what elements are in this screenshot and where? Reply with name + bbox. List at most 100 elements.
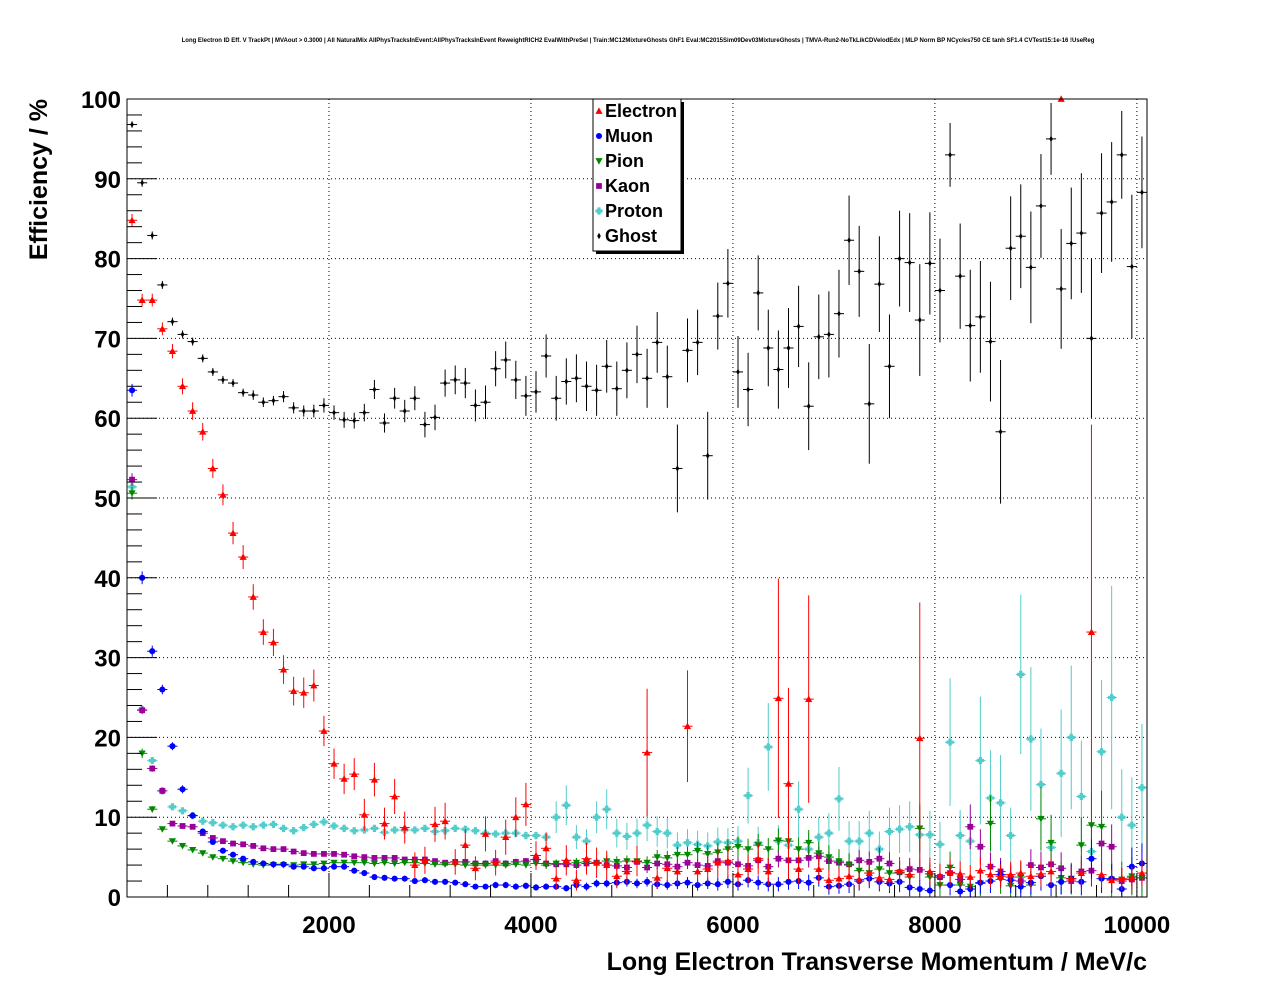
data-point-marker [1047,839,1055,847]
data-point [490,849,501,876]
data-point [389,778,400,815]
data-point [177,807,188,815]
data-point-marker [310,861,318,868]
data-point-marker [714,881,721,888]
data-point [308,865,319,872]
data-point [328,851,340,857]
data-point-marker [502,862,510,869]
data-point [1015,860,1026,886]
data-point [227,840,239,847]
y-tick-label: 10 [94,805,121,832]
data-point [914,602,925,874]
data-point [1046,857,1057,886]
data-point [1136,860,1147,886]
data-point-marker [340,775,348,782]
data-point [268,820,279,828]
data-point [389,860,400,868]
data-point [561,845,572,876]
data-point-marker [542,844,550,852]
data-point [712,847,723,878]
data-point [1116,110,1127,199]
data-point [1096,153,1107,273]
data-point-marker [352,417,357,424]
data-point [955,861,966,887]
data-point [591,801,602,834]
data-point-marker [281,393,286,400]
data-point [500,341,511,379]
data-point-marker [805,855,812,861]
data-point-marker [835,858,843,865]
data-point-marker [1128,874,1136,881]
data-point-marker [1087,628,1096,635]
data-point [955,810,966,862]
data-point-marker [522,831,530,840]
data-point [924,212,935,315]
data-point [1136,136,1147,249]
data-point-marker [966,873,974,880]
data-point [278,655,289,684]
data-point [743,767,754,824]
data-point-marker [724,857,732,864]
data-point [460,881,471,888]
data-point-marker [1077,842,1085,849]
data-point [642,856,653,870]
data-point [975,857,986,885]
data-point [147,231,158,240]
data-point-marker [199,428,207,435]
data-point-marker [300,863,307,870]
data-point [1015,184,1026,289]
data-point [995,754,1006,851]
data-point-marker [685,347,690,354]
data-point-marker [492,881,499,889]
data-point-marker [381,855,388,861]
data-point-marker [946,868,954,876]
data-point-marker [320,818,328,826]
data-point-marker [794,846,803,853]
data-point [793,854,804,884]
data-point-marker [1138,784,1146,792]
data-point-marker [502,833,510,841]
data-point-marker [442,878,449,885]
data-point-marker [774,837,782,844]
data-point [803,874,814,891]
data-point-marker [301,407,306,415]
data-point-marker [805,695,813,702]
data-point-marker [1069,240,1074,247]
data-point-marker [786,344,791,352]
data-point-marker [683,839,692,847]
data-point [379,855,390,861]
data-point [1005,196,1016,301]
data-point [288,848,299,855]
data-point-marker [946,738,954,746]
data-point [541,832,552,865]
data-point-marker [875,874,883,881]
data-point-marker [300,823,308,832]
data-point [217,855,228,863]
data-point [328,863,340,870]
data-point-marker [139,707,146,714]
data-point-marker [1077,869,1085,876]
data-point-marker [421,856,429,864]
data-point [702,855,713,883]
data-point-marker [562,856,570,864]
data-point [248,823,259,831]
data-point [844,864,855,889]
data-point-marker [332,409,336,416]
data-point [823,291,834,378]
data-point-marker [584,383,589,390]
x-tick-label: 4000 [504,912,557,939]
data-point-marker [128,387,136,394]
data-point-marker [574,375,579,382]
data-point [722,875,733,889]
data-point [621,858,632,885]
data-point-marker [1109,198,1114,206]
data-point [904,861,915,888]
data-point-marker [1118,813,1126,821]
data-point [399,875,410,882]
data-point [1096,861,1107,888]
data-point [520,882,531,890]
data-point-marker [917,316,922,324]
data-point-marker [240,855,247,862]
data-point [409,852,420,878]
data-point [1056,869,1067,895]
